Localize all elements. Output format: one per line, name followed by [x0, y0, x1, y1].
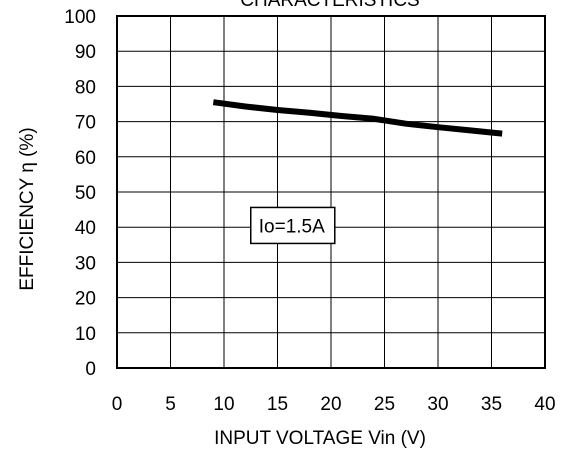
tick-labels: 0 5 10 15 20 25 30 35 40 0 10 20 30 40 50 60 70 80 90 100 [64, 7, 555, 415]
x-tick-label-35: 35 [481, 394, 502, 415]
chart-title: CHARACTERISTICS [240, 0, 419, 11]
x-tick-label-5: 5 [165, 394, 176, 415]
annotation-box-0: Io=1.5A [250, 206, 336, 245]
y-tick-label-80: 80 [75, 77, 96, 98]
y-tick-label-40: 40 [75, 218, 96, 239]
annotation-layer: Io=1.5A [250, 206, 336, 245]
y-tick-label-100: 100 [64, 7, 96, 28]
y-tick-label-20: 20 [75, 289, 96, 310]
x-tick-label-30: 30 [427, 394, 448, 415]
series-layer [212, 99, 503, 137]
annotation-frame [250, 206, 336, 245]
efficiency-series-line-0 [212, 99, 503, 137]
x-tick-label-10: 10 [213, 394, 234, 415]
y-axis-title: EFFICIENCY η (%) [17, 127, 38, 290]
x-tick-label-40: 40 [534, 394, 555, 415]
x-tick-label-20: 20 [320, 394, 341, 415]
x-tick-label-25: 25 [374, 394, 395, 415]
plot-frame [116, 15, 546, 369]
y-tick-label-10: 10 [75, 324, 96, 345]
y-tick-label-90: 90 [75, 42, 96, 63]
annotation-label: Io=1.5A [259, 216, 325, 237]
x-tick-label-15: 15 [267, 394, 288, 415]
y-tick-label-0: 0 [85, 359, 96, 380]
x-tick-label-0: 0 [112, 394, 123, 415]
y-tick-label-30: 30 [75, 253, 96, 274]
y-tick-label-60: 60 [75, 148, 96, 169]
y-tick-label-70: 70 [75, 113, 96, 134]
y-tick-label-50: 50 [75, 183, 96, 204]
x-axis-title: INPUT VOLTAGE Vin (V) [214, 428, 426, 449]
